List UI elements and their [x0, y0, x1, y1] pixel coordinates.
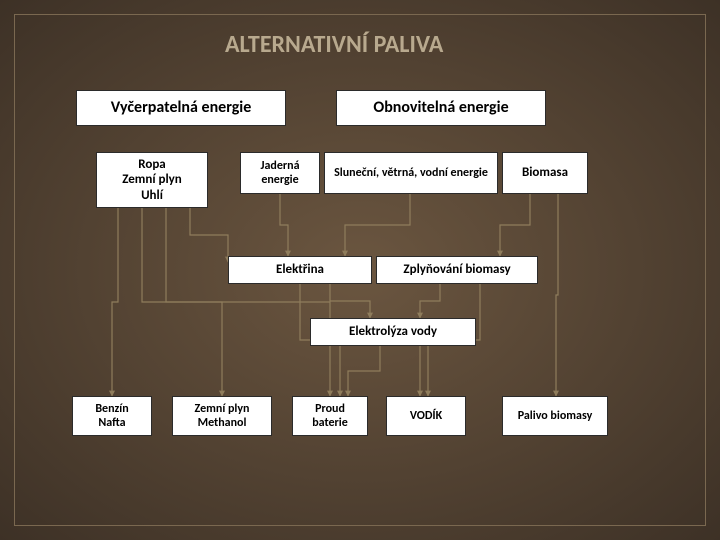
node-electricity: Elektřina	[228, 256, 372, 284]
node-gasification: Zplyňování biomasy	[376, 256, 538, 284]
node-petrol: Benzín Nafta	[72, 396, 152, 436]
node-sun_wind_water: Sluneční, větrná, vodní energie	[324, 152, 498, 194]
node-natgas_methanol: Zemní plyn Methanol	[172, 396, 272, 436]
diagram-canvas: ALTERNATIVNÍ PALIVA Vyčerpatelná energie…	[0, 0, 720, 540]
node-battery: Proud baterie	[292, 396, 368, 436]
node-exhaustible: Vyčerpatelná energie	[76, 90, 286, 126]
node-nuclear: Jaderná energie	[240, 152, 320, 194]
node-hydrogen: VODÍK	[386, 396, 466, 436]
node-electrolysis: Elektrolýza vody	[310, 318, 476, 346]
diagram-title: ALTERNATIVNÍ PALIVA	[225, 30, 443, 59]
node-fossil: Ropa Zemní plyn Uhlí	[96, 152, 208, 208]
node-biomass: Biomasa	[502, 152, 588, 194]
node-renewable: Obnovitelná energie	[336, 90, 546, 126]
node-biofuel: Palivo biomasy	[502, 396, 608, 436]
